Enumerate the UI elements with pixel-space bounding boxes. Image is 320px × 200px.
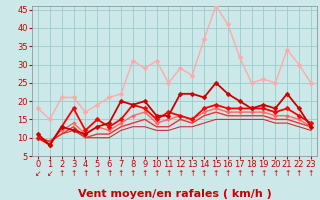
Text: ↑: ↑ [308,169,314,178]
Text: ↙: ↙ [35,169,41,178]
Text: ↑: ↑ [189,169,196,178]
Text: ↑: ↑ [130,169,136,178]
Text: ↑: ↑ [82,169,89,178]
Text: ↙: ↙ [47,169,53,178]
Text: ↑: ↑ [70,169,77,178]
Text: ↑: ↑ [296,169,302,178]
X-axis label: Vent moyen/en rafales ( km/h ): Vent moyen/en rafales ( km/h ) [77,189,271,199]
Text: ↑: ↑ [94,169,100,178]
Text: ↑: ↑ [201,169,207,178]
Text: ↑: ↑ [248,169,255,178]
Text: ↑: ↑ [260,169,267,178]
Text: ↑: ↑ [177,169,184,178]
Text: ↑: ↑ [141,169,148,178]
Text: ↑: ↑ [153,169,160,178]
Text: ↑: ↑ [225,169,231,178]
Text: ↑: ↑ [213,169,219,178]
Text: ↑: ↑ [272,169,278,178]
Text: ↑: ↑ [165,169,172,178]
Text: ↑: ↑ [118,169,124,178]
Text: ↑: ↑ [59,169,65,178]
Text: ↑: ↑ [236,169,243,178]
Text: ↑: ↑ [106,169,112,178]
Text: ↑: ↑ [284,169,290,178]
